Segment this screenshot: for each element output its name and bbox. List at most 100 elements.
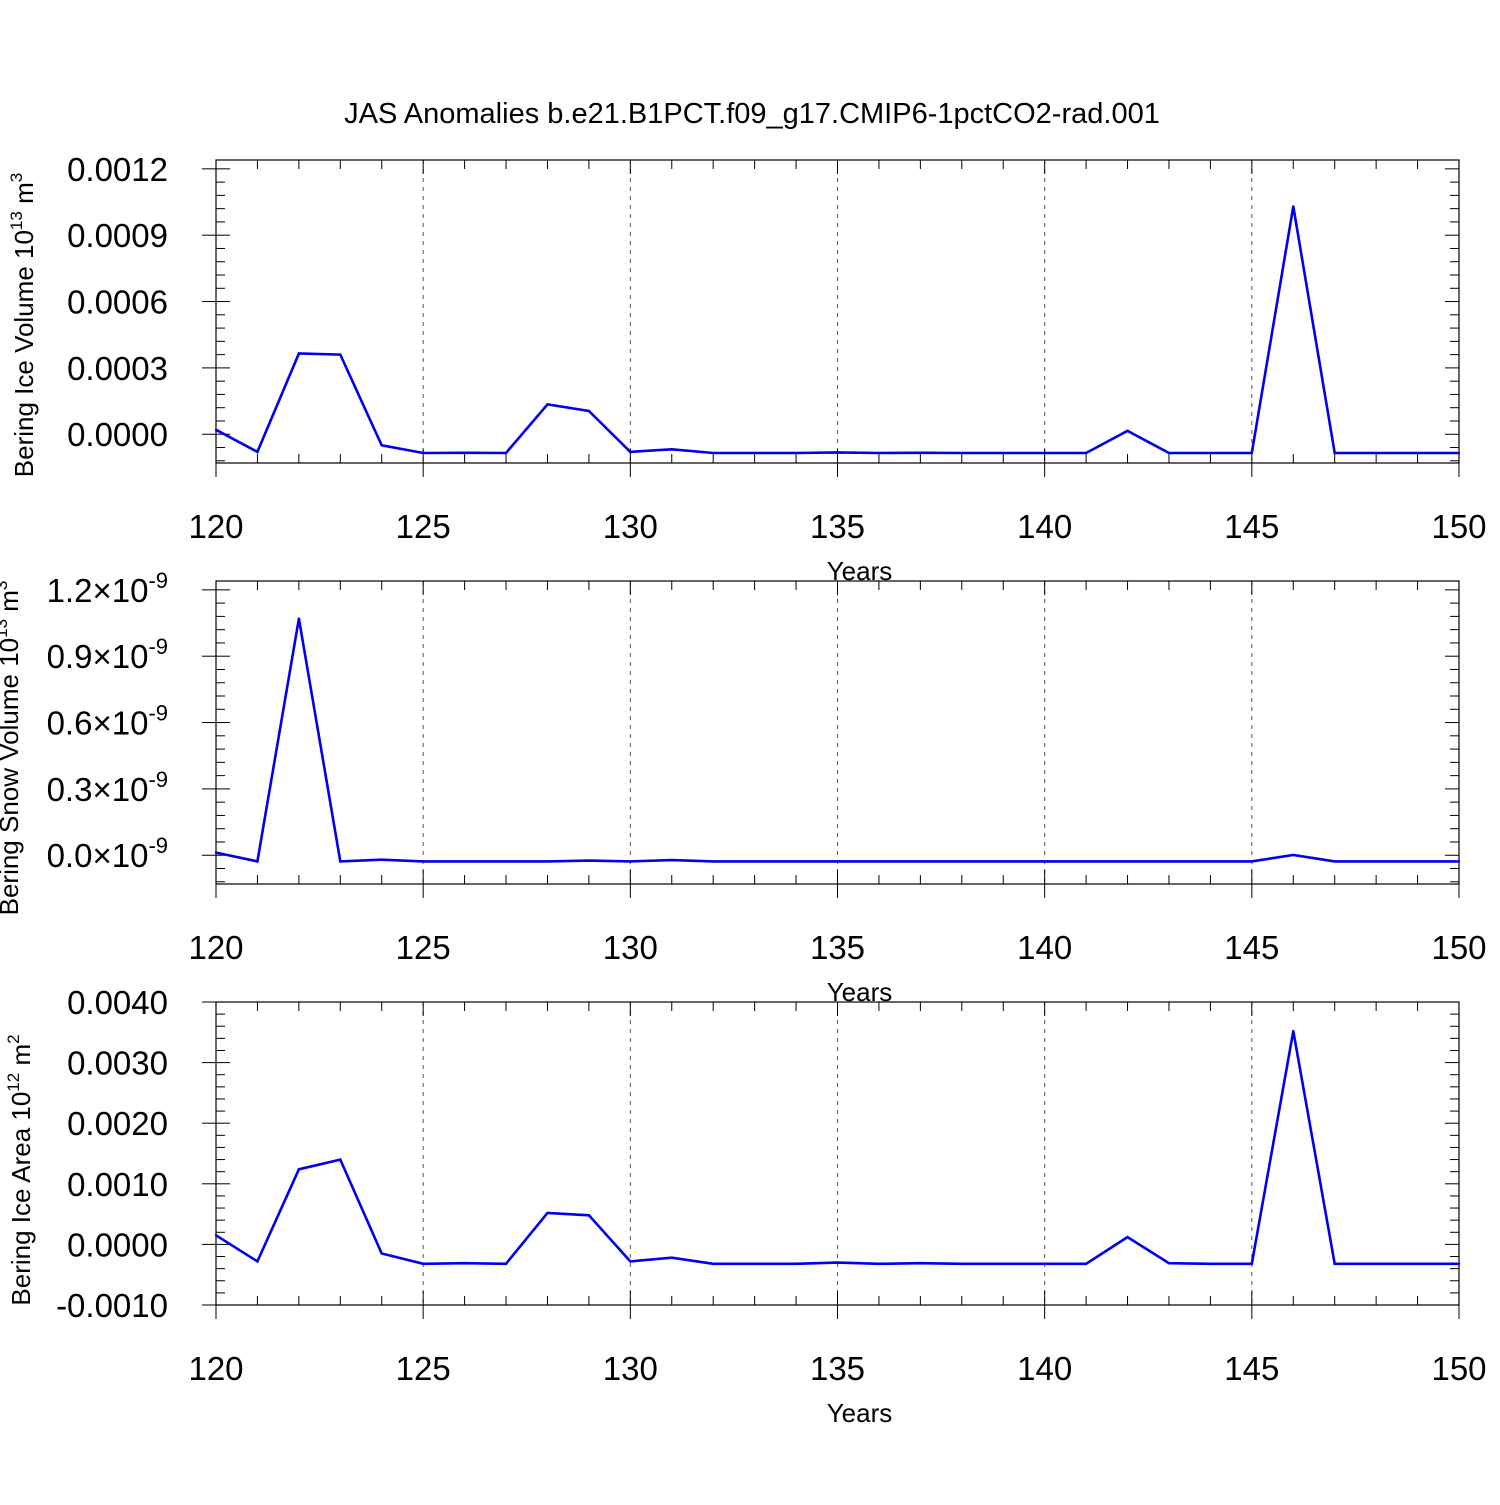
data-point — [836, 1261, 839, 1264]
data-point — [587, 409, 591, 413]
y-axis-title: Bering Snow Volume 1013 m3 — [0, 581, 24, 916]
x-tick-label: 120 — [188, 1350, 243, 1387]
data-point — [504, 451, 508, 455]
y-tick-exponent: -9 — [148, 767, 168, 792]
y-tick-mantissa: 1.2 — [47, 572, 93, 609]
data-point — [214, 428, 218, 432]
y-tick-mantissa: 0.6 — [47, 705, 93, 742]
y-tick-label: 0.0×10-9 — [47, 833, 168, 874]
y-tick-power: 10 — [112, 572, 149, 609]
y-tick-exponent: -9 — [148, 833, 168, 858]
y-tick-label: 0.6×10-9 — [47, 701, 168, 742]
data-point — [1416, 451, 1419, 455]
data-point — [1043, 860, 1046, 863]
data-point — [836, 860, 839, 863]
data-point — [753, 860, 756, 863]
data-point — [629, 1260, 632, 1263]
y-tick-mantissa: 0.0 — [47, 837, 93, 874]
x-tick-label: 140 — [1017, 508, 1072, 545]
y-tick-times: × — [92, 771, 111, 808]
data-point — [960, 1262, 963, 1265]
data-point — [629, 450, 632, 454]
data-point — [1333, 1262, 1336, 1265]
x-tick-label: 140 — [1017, 1350, 1072, 1387]
data-point — [1292, 1029, 1295, 1033]
data-point — [670, 858, 673, 862]
y-tick-power: 10 — [112, 638, 149, 675]
data-point — [1002, 1262, 1005, 1265]
y-tick-label: 0.0010 — [67, 1166, 168, 1203]
data-point — [670, 1256, 673, 1259]
y-axis-title-text: Bering Ice Volume 10 — [9, 230, 39, 477]
y-tick-exponent: -9 — [148, 634, 168, 659]
data-point — [1167, 451, 1171, 455]
y-axis-title-text: Bering Ice Area 10 — [6, 1092, 36, 1306]
data-point — [546, 860, 549, 863]
data-point — [1250, 451, 1254, 455]
y-tick-times: × — [92, 572, 111, 609]
x-tick-label: 120 — [188, 929, 243, 966]
data-point — [1333, 451, 1336, 455]
figure-title: JAS Anomalies b.e21.B1PCT.f09_g17.CMIP6-… — [344, 98, 1160, 130]
x-tick-label: 150 — [1431, 929, 1486, 966]
data-point — [919, 860, 922, 863]
data-point — [794, 1262, 798, 1265]
y-axis-title-superscript: 2 — [4, 1034, 23, 1043]
y-axis-title: Bering Ice Area 1012 m2 — [4, 1034, 36, 1305]
data-point — [1126, 860, 1129, 863]
panel-3: 120 125 130 135 140 145 150 -0.0010 0.0000 0.0010… — [4, 984, 1487, 1428]
data-point — [297, 617, 301, 620]
data-point — [670, 448, 673, 451]
data-point — [1374, 451, 1378, 455]
data-point — [877, 1262, 881, 1265]
data-point — [794, 451, 798, 455]
x-tick-label: 135 — [810, 1350, 865, 1387]
y-tick-label: 0.9×10-9 — [47, 634, 168, 675]
y-tick-power: 10 — [112, 771, 149, 808]
y-tick-label: 0.0003 — [67, 350, 168, 387]
y-tick-times: × — [92, 638, 111, 675]
data-point — [1209, 860, 1212, 863]
y-tick-label: 0.0040 — [67, 984, 168, 1021]
y-tick-label: -0.0010 — [56, 1287, 168, 1324]
data-point — [1250, 1262, 1254, 1265]
y-axis-title-superscript: 3 — [7, 173, 26, 182]
data-point — [214, 851, 218, 854]
data-point — [753, 451, 756, 455]
data-point — [1084, 1262, 1088, 1265]
y-axis-title-superscript: 13 — [0, 619, 11, 638]
data-point — [463, 451, 466, 455]
y-tick-power: 10 — [112, 837, 149, 874]
data-point — [1250, 860, 1254, 863]
y-tick-times: × — [92, 705, 111, 742]
x-tick-label: 150 — [1431, 1350, 1486, 1387]
y-tick-label: 0.0000 — [67, 1226, 168, 1263]
panel-2: 120 125 130 135 140 145 1500.0×10-90.3×10-90.6… — [0, 568, 1487, 1007]
data-point — [1043, 1262, 1046, 1265]
data-point — [753, 1262, 756, 1265]
data-point — [919, 1261, 922, 1265]
data-point — [297, 352, 301, 355]
x-tick-label: 130 — [603, 1350, 658, 1387]
y-tick-times: × — [92, 837, 111, 874]
data-point — [546, 1211, 549, 1215]
y-tick-label: 0.0030 — [67, 1045, 168, 1082]
data-point — [1292, 853, 1295, 857]
data-point — [1002, 860, 1005, 863]
data-point — [794, 860, 798, 863]
data-point — [256, 450, 259, 454]
data-point — [380, 1252, 383, 1255]
data-point — [1084, 451, 1088, 455]
data-point — [504, 1262, 508, 1265]
data-point — [1457, 451, 1461, 455]
y-tick-exponent: -9 — [148, 568, 168, 593]
data-point — [629, 860, 632, 863]
data-point — [1416, 1262, 1419, 1265]
data-point — [1126, 429, 1129, 433]
data-point — [919, 451, 922, 455]
y-tick-power: 10 — [112, 705, 149, 742]
x-tick-label: 130 — [603, 929, 658, 966]
data-point — [463, 860, 466, 863]
